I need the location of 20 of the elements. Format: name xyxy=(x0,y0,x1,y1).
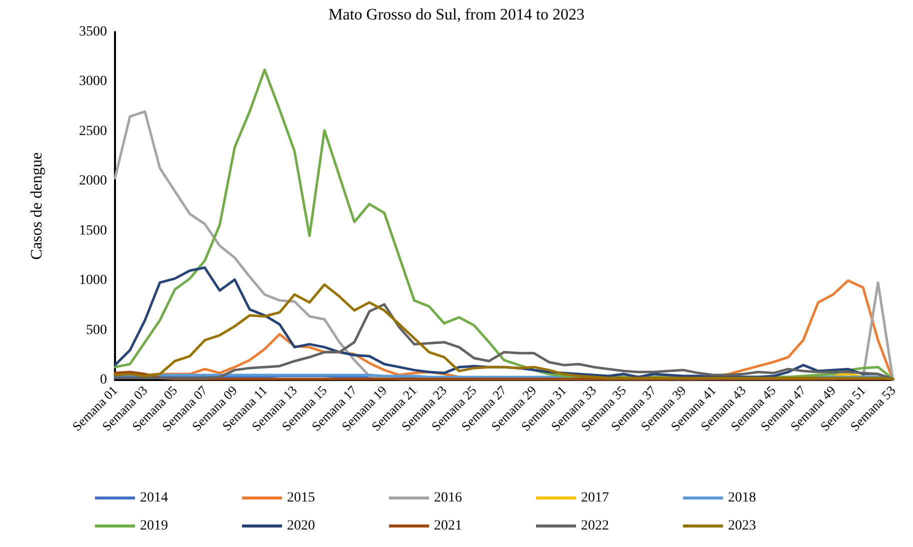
legend-label: 2019 xyxy=(140,518,168,534)
legend-label: 2023 xyxy=(728,518,756,534)
legend-label: 2021 xyxy=(434,518,462,534)
legend-label: 2015 xyxy=(287,490,315,506)
y-tick-label: 500 xyxy=(86,322,107,338)
y-axis-title: Casos de dengue xyxy=(28,152,46,260)
legend-label: 2016 xyxy=(434,490,462,506)
y-tick-label: 2000 xyxy=(79,174,107,189)
y-tick-label: 2500 xyxy=(79,124,107,139)
y-tick-label: 1000 xyxy=(79,273,107,288)
y-tick-label: 1500 xyxy=(79,223,107,238)
legend-label: 2020 xyxy=(287,518,315,534)
y-tick-label: 0 xyxy=(100,372,107,388)
legend-label: 2022 xyxy=(581,518,609,534)
y-tick-label: 3000 xyxy=(79,74,107,90)
legend-label: 2017 xyxy=(581,490,609,506)
y-tick-label: 3500 xyxy=(79,24,107,40)
chart-title: Mato Grosso do Sul, from 2014 to 2023 xyxy=(328,6,584,24)
legend-label: 2018 xyxy=(728,490,756,506)
legend-label: 2014 xyxy=(140,490,168,506)
